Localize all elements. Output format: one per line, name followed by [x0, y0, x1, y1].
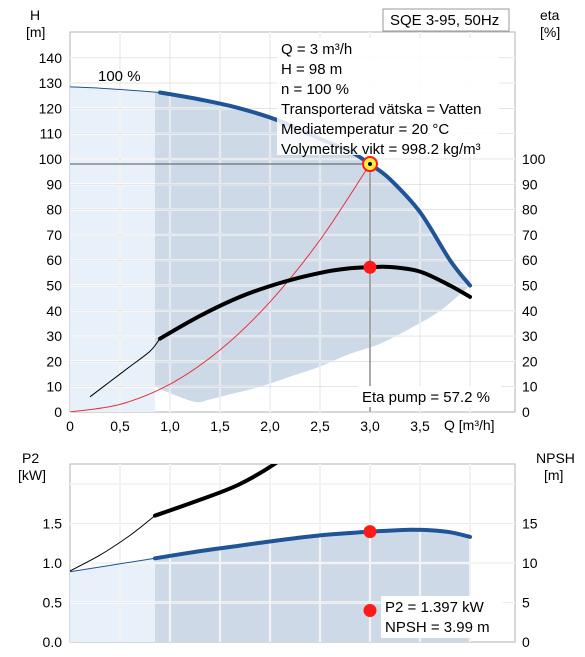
head-grid [70, 32, 515, 412]
eta-label-box [358, 386, 501, 407]
power-npsh-chart: 0.0 0.5 1.0 1.5 0 5 10 15 P2 [kW] NPSH [m] P2 … [18, 450, 575, 651]
flow-tick-label: 3,0 [360, 418, 380, 434]
p2-curve-extrapolated [70, 557, 156, 573]
power-light-region [70, 558, 155, 642]
chart-title-box [382, 8, 510, 32]
npsh-y-ticks: 0 5 10 15 [522, 516, 538, 651]
head-operating-region-overlay [154, 91, 470, 412]
p2-tick-label: 0.5 [43, 595, 63, 611]
head-chart: 0 10 20 30 40 50 60 70 80 90 100 110 120 130 140 0 10 20… [26, 7, 560, 434]
flow-tick-label: 2,5 [310, 418, 330, 434]
duty-info-box [277, 38, 499, 155]
p2-label: P2 = 1.397 kW [385, 599, 485, 616]
head-axis-label: H [30, 7, 40, 23]
head-tick-label: 10 [46, 379, 62, 395]
flow-x-ticks: 0 0,5 1,0 1,5 2,0 2,5 3,0 3,5 [66, 418, 430, 434]
head-curve-extrapolated [70, 86, 161, 93]
flow-tick-label: 0,5 [110, 418, 130, 434]
flow-tick-label: 1,0 [160, 418, 180, 434]
npsh-tick-label: 10 [522, 555, 538, 571]
speed-label: 100 % [98, 68, 141, 85]
npsh-label: NPSH = 3.99 m [385, 619, 490, 636]
eta-tick-label: 10 [522, 379, 538, 395]
head-tick-label: 90 [46, 176, 62, 192]
flow-tick-label: 2,0 [260, 418, 280, 434]
p2-axis-label: P2 [22, 450, 39, 466]
head-tick-label: 0 [54, 404, 62, 420]
info-density: Volymetrisk vikt = 998.2 kg/m³ [281, 141, 481, 158]
npsh-axis-unit: [m] [544, 467, 563, 483]
eta-tick-label: 100 [522, 151, 546, 167]
p2-axis-unit: [kW] [18, 467, 46, 483]
npsh-tick-label: 15 [522, 516, 538, 532]
efficiency-curve [158, 264, 472, 341]
head-tick-label: 40 [46, 303, 62, 319]
eta-axis-unit: [%] [540, 24, 560, 40]
head-y-ticks: 0 10 20 30 40 50 60 70 80 90 100 110 120 130 140 [39, 50, 63, 420]
eta-tick-label: 20 [522, 353, 538, 369]
npsh-tick-label: 0 [522, 634, 530, 650]
info-head: H = 98 m [281, 61, 342, 78]
eta-tick-label: 60 [522, 252, 538, 268]
duty-point-head-center [368, 162, 372, 167]
p2-curve [153, 527, 472, 561]
head-tick-label: 120 [39, 100, 63, 116]
eta-tick-label: 70 [522, 227, 538, 243]
eta-axis-label: eta [540, 7, 560, 23]
head-operating-region [154, 91, 470, 412]
npsh-curve-extrapolated [70, 515, 156, 572]
p2-tick-label: 1.0 [43, 555, 63, 571]
eta-tick-label: 80 [522, 202, 538, 218]
head-tick-label: 110 [40, 126, 63, 142]
p2-y-ticks: 0.0 0.5 1.0 1.5 [43, 516, 63, 651]
info-temperature: Mediatemperatur = 20 °C [281, 121, 449, 138]
p2-tick-label: 0.0 [43, 634, 63, 650]
efficiency-curve-extrapolated [89, 338, 161, 398]
npsh-tick-label: 5 [522, 595, 530, 611]
head-tick-label: 80 [46, 202, 62, 218]
p2-npsh-label-box [381, 596, 503, 638]
duty-point-p2 [363, 525, 377, 539]
duty-point-efficiency [363, 260, 377, 274]
info-flow: Q = 3 m³/h [281, 41, 352, 58]
flow-axis-label: Q [m³/h] [444, 417, 495, 433]
eta-y-ticks: 0 10 20 30 40 50 60 70 80 90 100 [522, 151, 546, 420]
head-tick-label: 30 [46, 328, 62, 344]
eta-tick-label: 40 [522, 303, 538, 319]
system-curve [70, 163, 371, 412]
head-tick-label: 100 [39, 151, 63, 167]
head-tick-label: 50 [46, 278, 62, 294]
flow-tick-label: 3,5 [410, 418, 430, 434]
info-speed: n = 100 % [281, 81, 349, 98]
flow-label-box [440, 414, 512, 434]
npsh-curve [153, 464, 279, 518]
eta-tick-label: 30 [522, 328, 538, 344]
eta-tick-label: 90 [522, 176, 538, 192]
head-tick-label: 20 [46, 353, 62, 369]
head-light-region [70, 86, 155, 412]
head-tick-label: 60 [46, 252, 62, 268]
head-axis-unit: [m] [26, 24, 45, 40]
chart-title: SQE 3-95, 50Hz [390, 12, 499, 29]
duty-point-npsh [363, 603, 377, 617]
eta-tick-label: 50 [522, 278, 538, 294]
head-tick-label: 140 [39, 50, 63, 66]
head-tick-label: 130 [39, 75, 63, 91]
flow-tick-label: 0 [66, 418, 74, 434]
head-tick-label: 70 [46, 227, 62, 243]
npsh-axis-label: NPSH [536, 450, 575, 466]
p2-tick-label: 1.5 [43, 516, 63, 532]
eta-pump-label: Eta pump = 57.2 % [362, 389, 490, 406]
flow-tick-label: 1,5 [210, 418, 230, 434]
eta-tick-label: 0 [522, 404, 530, 420]
info-liquid: Transporterad vätska = Vatten [281, 101, 482, 118]
